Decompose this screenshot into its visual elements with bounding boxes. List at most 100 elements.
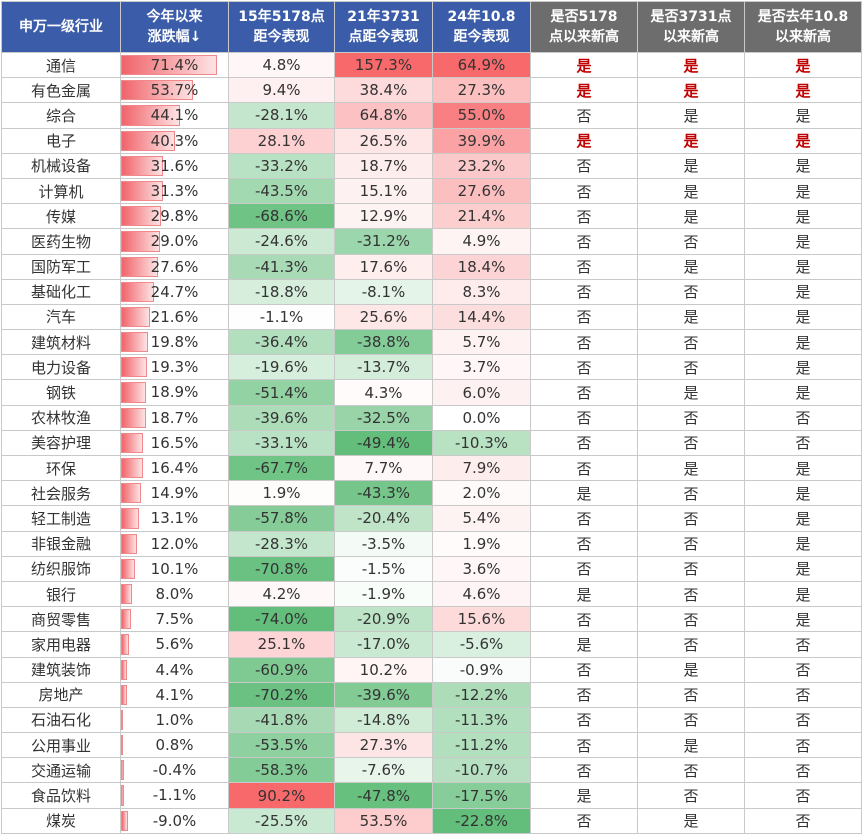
industry-name-cell: 公用事业 <box>1 732 121 759</box>
since-2024-10-8-cell: -10.7% <box>432 757 531 784</box>
table-row: 美容护理 16.5% -33.1% -49.4% -10.3% 否否否 <box>1 429 862 457</box>
industry-name-cell: 食品饮料 <box>1 782 121 809</box>
new-high-since-10-8-cell: 是 <box>744 152 862 179</box>
table-row: 银行 8.0% 4.2% -1.9% 4.6% 是否是 <box>1 580 862 608</box>
new-high-since-5178-cell: 否 <box>530 278 638 305</box>
ytd-change-cell: 10.1% <box>120 555 229 582</box>
ytd-change-cell: 0.8% <box>120 732 229 759</box>
header-since-2021-3731[interactable]: 21年3731 点距今表现 <box>334 1 433 53</box>
industry-name-cell: 有色金属 <box>1 77 121 104</box>
ytd-change-cell: 21.6% <box>120 303 229 331</box>
ytd-change-bar <box>121 810 129 831</box>
since-2015-5178-cell: -36.4% <box>228 329 335 356</box>
new-high-since-3731-cell: 否 <box>637 429 745 457</box>
table-row: 国防军工 27.6% -41.3% 17.6% 18.4% 否是是 <box>1 253 862 280</box>
new-high-since-3731-cell: 否 <box>637 631 745 658</box>
industry-name-cell: 机械设备 <box>1 152 121 179</box>
header-new-high-since-10-8[interactable]: 是否去年10.8 以来新高 <box>744 1 862 53</box>
ytd-change-cell: 16.5% <box>120 429 229 457</box>
ytd-change-bar <box>121 231 160 252</box>
since-2015-5178-cell: -41.3% <box>228 253 335 280</box>
industry-name-cell: 房地产 <box>1 681 121 708</box>
table-row: 社会服务 14.9% 1.9% -43.3% 2.0% 是否是 <box>1 480 862 507</box>
since-2024-10-8-cell: -5.6% <box>432 631 531 658</box>
ytd-change-value: 40.3% <box>150 131 199 150</box>
ytd-change-value: 29.8% <box>150 207 199 226</box>
new-high-since-3731-cell: 否 <box>637 505 745 532</box>
ytd-change-cell: 24.7% <box>120 278 229 305</box>
ytd-change-bar <box>121 306 151 328</box>
new-high-since-5178-cell: 是 <box>530 127 638 154</box>
table-row: 医药生物 29.0% -24.6% -31.2% 4.9% 否否是 <box>1 228 862 255</box>
header-industry[interactable]: 申万一级行业 <box>1 1 121 53</box>
industry-name-cell: 农林牧渔 <box>1 404 121 431</box>
header-ytd-change[interactable]: 今年以来 涨跌幅↓ <box>120 1 229 53</box>
ytd-change-value: 24.7% <box>150 282 199 301</box>
new-high-since-10-8-cell: 是 <box>744 228 862 255</box>
ytd-change-value: 16.5% <box>150 433 199 452</box>
new-high-since-10-8-cell: 是 <box>744 480 862 507</box>
ytd-change-bar <box>121 55 217 76</box>
since-2024-10-8-cell: 14.4% <box>432 303 531 331</box>
table-row: 钢铁 18.9% -51.4% 4.3% 6.0% 否是是 <box>1 379 862 406</box>
since-2015-5178-cell: -70.2% <box>228 681 335 708</box>
since-2015-5178-cell: -39.6% <box>228 404 335 431</box>
ytd-change-bar <box>121 458 144 479</box>
ytd-change-bar <box>121 332 148 353</box>
new-high-since-3731-cell: 否 <box>637 782 745 809</box>
header-since-2015-5178[interactable]: 15年5178点 距今表现 <box>228 1 335 53</box>
table-row: 电力设备 19.3% -19.6% -13.7% 3.7% 否否是 <box>1 354 862 381</box>
header-new-high-since-3731[interactable]: 是否3731点 以来新高 <box>637 1 745 53</box>
new-high-since-3731-cell: 否 <box>637 706 745 734</box>
since-2015-5178-cell: -51.4% <box>228 379 335 406</box>
new-high-since-3731-cell: 是 <box>637 454 745 482</box>
ytd-change-value: 31.6% <box>150 156 199 175</box>
since-2015-5178-cell: 25.1% <box>228 631 335 658</box>
since-2024-10-8-cell: 21.4% <box>432 203 531 230</box>
since-2021-3731-cell: -3.5% <box>334 530 433 557</box>
ytd-change-value: 5.6% <box>155 635 194 654</box>
new-high-since-3731-cell: 否 <box>637 329 745 356</box>
since-2015-5178-cell: -1.1% <box>228 303 335 331</box>
since-2021-3731-cell: -17.0% <box>334 631 433 658</box>
new-high-since-3731-cell: 是 <box>637 656 745 683</box>
ytd-change-bar <box>121 785 124 806</box>
since-2024-10-8-cell: 4.9% <box>432 228 531 255</box>
table-row: 家用电器 5.6% 25.1% -17.0% -5.6% 是否否 <box>1 631 862 658</box>
table-row: 石油石化 1.0% -41.8% -14.8% -11.3% 否否否 <box>1 706 862 734</box>
ytd-change-cell: 44.1% <box>120 102 229 129</box>
header-since-2024-10-8[interactable]: 24年10.8 距今表现 <box>432 1 531 53</box>
table-row: 建筑装饰 4.4% -60.9% 10.2% -0.9% 否是否 <box>1 656 862 683</box>
ytd-change-cell: 29.8% <box>120 203 229 230</box>
industry-name-cell: 基础化工 <box>1 278 121 305</box>
since-2021-3731-cell: -43.3% <box>334 480 433 507</box>
new-high-since-5178-cell: 否 <box>530 555 638 582</box>
since-2015-5178-cell: 1.9% <box>228 480 335 507</box>
since-2021-3731-cell: -1.9% <box>334 580 433 608</box>
ytd-change-bar <box>121 256 159 277</box>
ytd-change-bar <box>121 130 176 151</box>
new-high-since-5178-cell: 否 <box>530 681 638 708</box>
new-high-since-3731-cell: 否 <box>637 354 745 381</box>
since-2021-3731-cell: 4.3% <box>334 379 433 406</box>
ytd-change-value: -9.0% <box>152 811 197 830</box>
header-new-high-since-5178[interactable]: 是否5178 点以来新高 <box>530 1 638 53</box>
ytd-change-bar <box>121 281 155 302</box>
ytd-change-bar <box>121 407 147 428</box>
since-2021-3731-cell: 38.4% <box>334 77 433 104</box>
new-high-since-5178-cell: 否 <box>530 152 638 179</box>
table-row: 通信 71.4% 4.8% 157.3% 64.9% 是是是 <box>1 51 862 79</box>
new-high-since-3731-cell: 是 <box>637 152 745 179</box>
since-2021-3731-cell: -47.8% <box>334 782 433 809</box>
new-high-since-5178-cell: 否 <box>530 404 638 431</box>
ytd-change-cell: 14.9% <box>120 480 229 507</box>
new-high-since-10-8-cell: 是 <box>744 329 862 356</box>
industry-name-cell: 家用电器 <box>1 631 121 658</box>
new-high-since-5178-cell: 否 <box>530 505 638 532</box>
ytd-change-value: 53.7% <box>150 81 199 100</box>
table-row: 传媒 29.8% -68.6% 12.9% 21.4% 否是是 <box>1 203 862 230</box>
new-high-since-10-8-cell: 是 <box>744 102 862 129</box>
ytd-change-value: 13.1% <box>150 509 199 528</box>
table-row: 建筑材料 19.8% -36.4% -38.8% 5.7% 否否是 <box>1 329 862 356</box>
since-2024-10-8-cell: 7.9% <box>432 454 531 482</box>
